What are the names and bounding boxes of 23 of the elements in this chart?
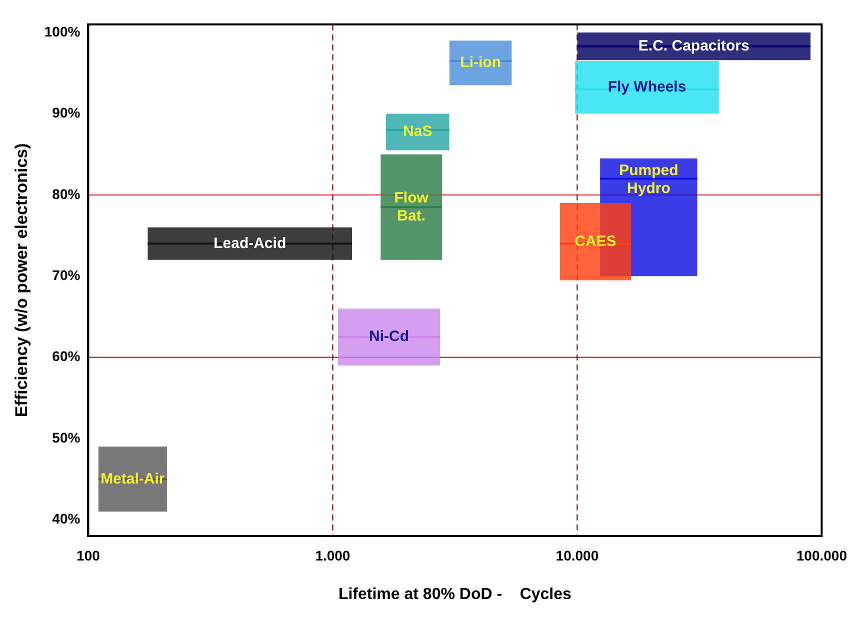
x-tick-label: 1.000 — [315, 547, 350, 564]
y-tick-label: 50% — [52, 429, 81, 446]
series-label: Pumped Hydro — [619, 162, 678, 197]
series-label: Ni-Cd — [369, 328, 409, 346]
series-label: NaS — [403, 123, 432, 140]
x-tick-label: 100 — [76, 547, 100, 564]
x-tick-label: 100.000 — [796, 547, 848, 564]
series-label: Metal-Air — [100, 470, 165, 488]
x-tick-label: 10.000 — [556, 547, 599, 564]
y-tick-label: 100% — [44, 23, 81, 40]
series-label: Lead-Acid — [214, 234, 286, 252]
y-tick-label: 40% — [52, 510, 81, 527]
series-label: Li-ion — [460, 54, 501, 72]
x-axis-title: Lifetime at 80% DoD - Cycles — [338, 586, 572, 603]
series-label: E.C. Capacitors — [638, 37, 750, 54]
series-label: CAES — [574, 232, 616, 250]
series-label: Fly Wheels — [608, 78, 686, 96]
y-axis-title: Efficiency (w/o power electronics) — [12, 143, 31, 418]
y-tick-label: 90% — [52, 104, 81, 121]
y-tick-label: 70% — [52, 267, 81, 283]
y-tick-label: 60% — [52, 348, 81, 364]
series-label: Flow Bat. — [394, 189, 429, 224]
y-tick-label: 80% — [52, 186, 81, 202]
